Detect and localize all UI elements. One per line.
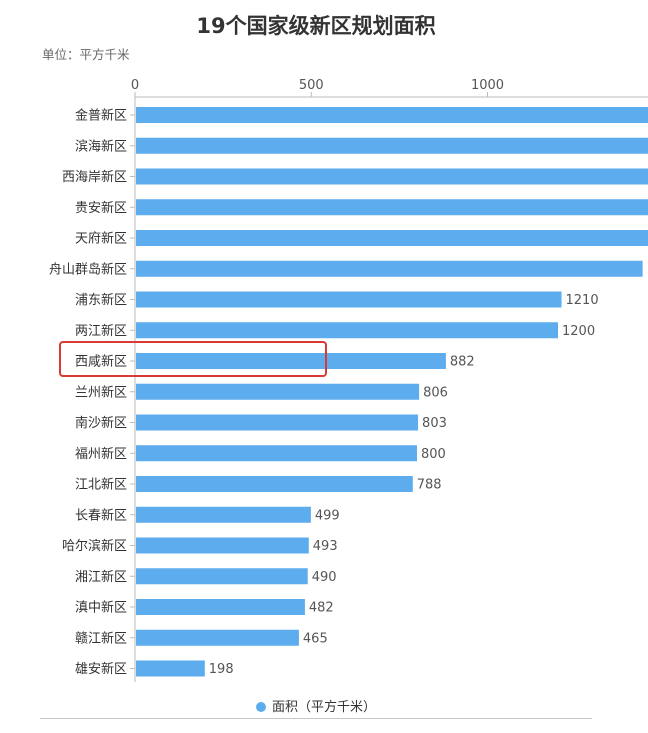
highlight-box (59, 341, 327, 377)
bar (136, 230, 648, 246)
data-label: 788 (417, 478, 442, 493)
bar (136, 629, 299, 646)
x-tick-label: 0 (131, 78, 139, 93)
data-label: 499 (315, 508, 340, 523)
data-label: 882 (450, 355, 475, 370)
bar (136, 199, 648, 216)
bar (136, 599, 305, 615)
bar (136, 353, 446, 369)
bottom-divider (40, 718, 592, 719)
legend-marker (255, 702, 266, 712)
category-label: 滨海新区 (75, 138, 127, 154)
data-label: 493 (313, 539, 338, 554)
data-label: 198 (209, 662, 234, 677)
category-label: 哈尔滨新区 (62, 538, 127, 554)
category-label: 兰州新区 (75, 384, 127, 400)
bar (136, 414, 419, 431)
x-tick-label: 500 (299, 78, 324, 93)
legend-label: 面积（平方千米） (271, 700, 376, 715)
bar (136, 137, 648, 154)
category-label: 西咸新区 (75, 354, 127, 370)
data-label: 1210 (566, 293, 599, 308)
data-label: 1200 (562, 324, 595, 339)
category-label: 天府新区 (75, 231, 127, 247)
category-label: 雄安新区 (75, 661, 127, 677)
category-label: 江北新区 (75, 477, 127, 493)
data-label: 482 (309, 601, 334, 616)
category-label: 西海岸新区 (62, 169, 127, 185)
legend[interactable]: 面积（平方千米） (0, 696, 632, 715)
bar (136, 383, 420, 400)
bar (136, 506, 311, 523)
bar (136, 660, 205, 677)
data-label: 465 (303, 631, 328, 646)
data-label: 803 (422, 416, 447, 431)
data-label: 1440 (647, 262, 648, 277)
category-label: 金普新区 (75, 108, 127, 124)
category-label: 两江新区 (75, 323, 127, 339)
bar (136, 445, 417, 462)
bar (136, 322, 558, 339)
unit-label: 单位：平方千米 (42, 47, 130, 62)
category-label: 浦东新区 (75, 292, 127, 308)
category-label: 南沙新区 (75, 415, 127, 431)
bar (136, 291, 562, 308)
bar (136, 568, 308, 585)
category-label: 长春新区 (75, 507, 127, 523)
data-label: 800 (421, 447, 446, 462)
bar (136, 107, 648, 123)
category-label: 舟山群岛新区 (49, 261, 127, 277)
category-label: 赣江新区 (75, 630, 127, 646)
category-label: 贵安新区 (75, 200, 127, 216)
x-tick-label: 1000 (471, 78, 504, 93)
data-label: 490 (312, 570, 337, 585)
category-label: 滇中新区 (75, 600, 127, 616)
category-label: 福州新区 (75, 446, 127, 462)
chart-title: 19个国家级新区规划面积 (196, 14, 436, 38)
bar (136, 537, 309, 554)
bar (136, 260, 643, 277)
category-label: 湘江新区 (75, 569, 127, 585)
data-label: 806 (423, 385, 448, 400)
bar (136, 476, 413, 492)
bar (136, 168, 648, 185)
